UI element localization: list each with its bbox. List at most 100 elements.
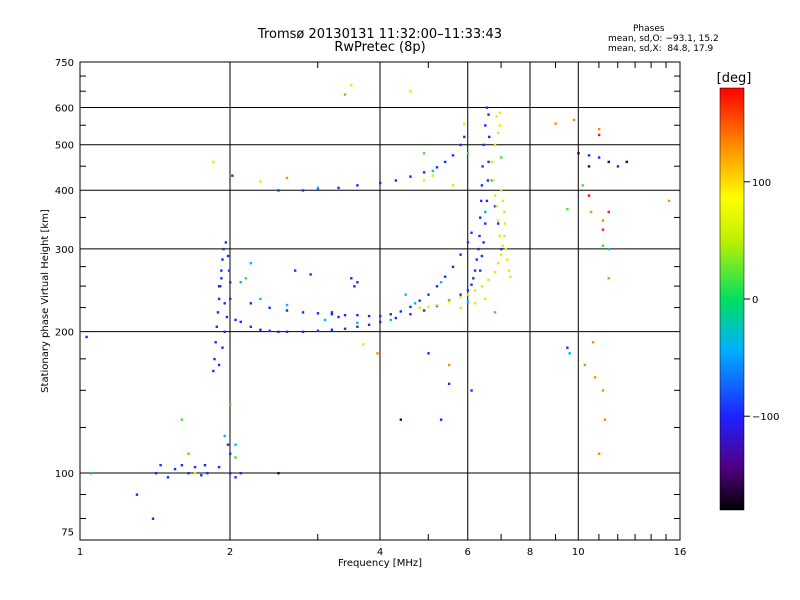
data-point — [473, 302, 477, 305]
data-point — [451, 265, 455, 269]
data-point — [500, 156, 503, 159]
data-point — [484, 124, 487, 127]
data-point — [463, 135, 466, 139]
data-point — [493, 270, 497, 274]
colorbar-tick-label: 100 — [752, 178, 771, 189]
data-point — [485, 106, 489, 109]
data-point — [477, 247, 480, 251]
colorbar — [719, 87, 745, 511]
data-point — [447, 300, 451, 303]
data-point — [234, 476, 237, 479]
data-point — [480, 285, 484, 288]
data-point — [356, 313, 359, 317]
data-point — [356, 321, 359, 325]
data-point — [212, 160, 215, 164]
data-point — [470, 283, 473, 286]
data-point — [451, 184, 455, 187]
data-point — [362, 343, 365, 346]
data-point — [249, 261, 253, 265]
data-point — [343, 327, 347, 330]
x-tick-label: 2 — [227, 547, 233, 558]
data-point — [473, 269, 477, 272]
data-point — [503, 234, 506, 238]
data-point — [301, 330, 305, 334]
data-point — [603, 418, 607, 421]
data-point — [607, 277, 610, 280]
data-point — [409, 175, 412, 178]
y-tick-label: 200 — [55, 328, 74, 339]
data-point — [577, 152, 580, 155]
data-point — [487, 278, 490, 282]
x-tick-label: 8 — [527, 547, 533, 558]
data-point — [330, 311, 334, 314]
data-point — [607, 210, 610, 214]
y-tick-labels: 75 100 200 300 400 500 600 750 — [55, 58, 74, 539]
data-point — [439, 418, 443, 421]
chart-subtitle: RwPretec (8p) — [334, 40, 426, 55]
data-point — [394, 316, 398, 320]
data-point — [490, 179, 494, 182]
data-point — [85, 335, 88, 339]
data-point — [500, 253, 503, 256]
data-point — [404, 293, 407, 296]
stats-line-x: mean, sd,X: 84.8, 17.9 — [608, 44, 714, 54]
data-point — [316, 186, 320, 190]
data-point — [229, 471, 232, 475]
data-point — [166, 476, 170, 479]
data-point — [214, 341, 217, 344]
data-point — [217, 297, 221, 301]
data-point — [503, 210, 506, 214]
data-point — [484, 222, 487, 225]
data-point — [389, 313, 392, 316]
data-point — [225, 315, 229, 319]
data-point — [224, 241, 228, 244]
data-point — [496, 131, 500, 135]
data-point — [480, 184, 484, 187]
data-point — [507, 269, 511, 272]
colorbar-tick-label: −100 — [752, 412, 779, 423]
data-point — [367, 314, 371, 318]
data-point — [439, 281, 443, 284]
data-point — [151, 517, 155, 520]
data-point — [616, 165, 620, 168]
data-point — [217, 363, 221, 367]
data-point — [463, 122, 466, 125]
data-point — [413, 302, 417, 305]
data-point — [221, 258, 224, 261]
colorbar-tick-label: 0 — [752, 295, 758, 306]
data-point — [234, 443, 237, 446]
data-point — [487, 160, 490, 164]
data-point — [234, 318, 237, 322]
data-point — [466, 300, 470, 303]
data-point — [482, 143, 485, 147]
data-point — [591, 341, 595, 344]
data-point — [443, 275, 447, 278]
data-point — [480, 199, 483, 203]
chart-title: Tromsø 20130131 11:32:00–11:33:43 — [257, 27, 503, 42]
data-point — [484, 297, 487, 301]
data-point — [418, 306, 421, 309]
data-point — [466, 152, 470, 155]
data-point — [435, 166, 439, 169]
data-point — [475, 258, 478, 261]
data-point — [572, 118, 576, 122]
data-point — [356, 281, 359, 284]
data-point — [180, 463, 184, 467]
data-point — [487, 113, 490, 116]
data-point — [470, 389, 473, 392]
data-point — [447, 363, 451, 367]
data-point — [293, 269, 297, 272]
data-point — [597, 133, 601, 137]
data-point — [459, 306, 462, 309]
data-point — [367, 323, 371, 326]
data-point — [597, 156, 601, 159]
data-point — [581, 184, 584, 187]
y-tick-label: 750 — [55, 58, 74, 69]
data-point — [343, 313, 347, 317]
data-point — [418, 299, 421, 302]
data-point — [493, 311, 497, 314]
data-point — [356, 184, 359, 187]
data-point — [498, 124, 501, 127]
data-point — [193, 465, 197, 469]
data-point — [216, 311, 220, 314]
